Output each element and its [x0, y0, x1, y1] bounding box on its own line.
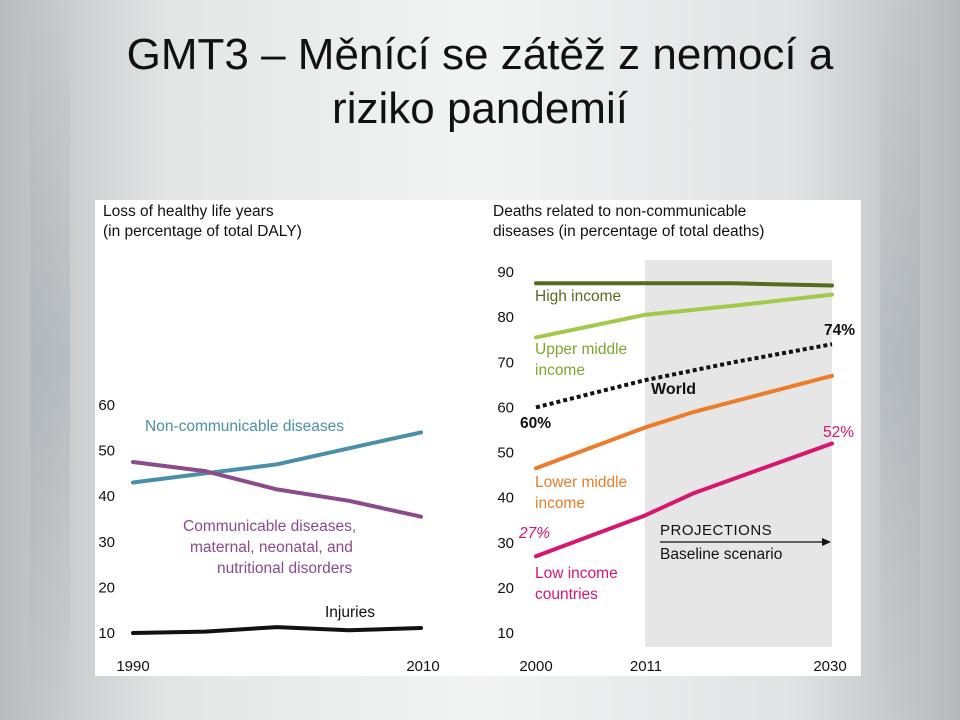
- right-y-tick-10: 10: [497, 625, 514, 642]
- left-y-tick-60: 60: [98, 397, 115, 414]
- left-x-tick-1990: 1990: [116, 658, 149, 675]
- right-y-tick-50: 50: [497, 445, 514, 462]
- right-series-line-low-income-countries: [534, 441, 834, 559]
- background-stripe: [30, 0, 70, 720]
- series-label-upper-middle-line-1: Upper middle: [535, 341, 627, 358]
- right-series-line-lower-middle-income: [534, 373, 834, 471]
- slide-title: GMT3 – Měnící se zátěž z nemocí a riziko…: [0, 28, 960, 136]
- left-y-tick-20: 20: [98, 579, 115, 596]
- chart-figure: Loss of healthy life years (in percentag…: [95, 200, 861, 676]
- slide-title-line-1: GMT3 – Měnící se zátěž z nemocí a: [126, 30, 834, 79]
- right-chart-title-line-1: Deaths related to non-communicable: [493, 203, 746, 220]
- series-label-low-income-line-2: countries: [535, 586, 598, 603]
- left-chart-title-line-1: Loss of healthy life years: [103, 203, 274, 220]
- left-chart-title-line-2: (in percentage of total DALY): [103, 223, 302, 240]
- series-label-lower-middle-line-2: income: [535, 495, 585, 512]
- right-y-tick-70: 70: [497, 354, 514, 371]
- right-x-tick-2030: 2030: [813, 658, 846, 675]
- right-chart-title-line-2: diseases (in percentage of total deaths): [493, 223, 764, 240]
- right-series-line-high-income: [534, 281, 834, 288]
- right-y-tick-20: 20: [497, 580, 514, 597]
- right-y-tick-90: 90: [497, 264, 514, 281]
- left-y-tick-50: 50: [98, 443, 115, 460]
- series-label-upper-middle-line-2: income: [535, 362, 585, 379]
- projections-label: PROJECTIONS: [660, 522, 772, 539]
- series-label-low-income-line-1: Low income: [535, 565, 618, 582]
- projections-sublabel: Baseline scenario: [660, 546, 782, 563]
- right-y-tick-60: 60: [497, 399, 514, 416]
- series-label-cd-line-3: nutritional disorders: [217, 560, 353, 577]
- left-series-line-communicable-diseases-maternal-neonatal-and-nutritional-disorders: [131, 460, 423, 519]
- left-y-tick-10: 10: [98, 625, 115, 642]
- right-y-tick-40: 40: [497, 490, 514, 507]
- world-end-label: 74%: [824, 322, 855, 339]
- left-y-tick-30: 30: [98, 534, 115, 551]
- right-y-tick-80: 80: [497, 309, 514, 326]
- series-label-world: World: [651, 381, 696, 398]
- projections-arrow-head: [822, 538, 831, 546]
- left-x-tick-2010: 2010: [406, 658, 439, 675]
- low-income-start-label: 27%: [518, 525, 550, 542]
- series-label-cd-line-1: Communicable diseases,: [183, 518, 356, 535]
- left-series-line-non-communicable-diseases: [131, 430, 423, 485]
- low-income-end-label: 52%: [823, 424, 854, 441]
- right-series-line-world: [535, 342, 833, 410]
- series-label-injuries: Injuries: [325, 604, 375, 621]
- right-y-tick-30: 30: [497, 535, 514, 552]
- series-label-lower-middle-line-1: Lower middle: [535, 474, 627, 491]
- world-start-label: 60%: [520, 415, 551, 432]
- right-x-tick-2011: 2011: [630, 658, 662, 675]
- right-series-line-upper-middle-income: [534, 292, 834, 340]
- chart-svg: Loss of healthy life years (in percentag…: [98, 203, 855, 675]
- left-y-tick-40: 40: [98, 488, 115, 505]
- right-x-tick-2000: 2000: [519, 658, 552, 675]
- series-label-ncd: Non-communicable diseases: [145, 418, 344, 435]
- background-stripe: [880, 0, 920, 720]
- left-series-line-injuries: [131, 625, 423, 635]
- series-label-cd-line-2: maternal, neonatal, and: [190, 539, 353, 556]
- slide-title-line-2: riziko pandemií: [332, 84, 628, 133]
- series-label-high-income: High income: [535, 288, 621, 305]
